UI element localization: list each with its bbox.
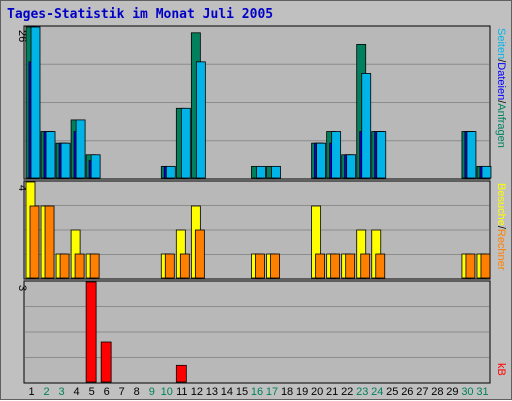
bar-rechner-day-17 [270,253,280,279]
bar-rechner-day-2 [44,205,55,279]
x-tick-label-20: 20 [311,386,323,398]
bar-seiten-day-12 [195,61,206,179]
legend-top-anfragen: Anfragen [495,103,507,148]
bar-rechner-day-23 [360,253,371,279]
bar-rechner-day-12 [194,229,205,279]
bar-seiten-day-5 [90,154,101,179]
bar-seiten-day-24 [376,131,387,179]
legend-top-separator-2: / [495,100,507,104]
legend-bottom: kB [495,363,507,376]
legend-middle-besuche: Besuche [495,183,507,226]
bar-seiten-day-30 [466,131,477,179]
x-tick-label-30: 30 [461,386,473,398]
bar-rechner-day-5 [89,253,100,279]
bar-kb-day-6 [100,341,112,383]
x-tick-label-29: 29 [446,386,458,398]
x-tick-label-7: 7 [119,386,125,398]
bar-seiten-day-21 [331,131,342,179]
x-tick-label-25: 25 [386,386,398,398]
x-tick-label-8: 8 [134,386,140,398]
x-tick-label-13: 13 [206,386,218,398]
bar-seiten-day-16 [256,165,266,179]
y-max-label-bottom: 3 [16,285,28,291]
bar-seiten-day-17 [271,165,281,179]
bar-rechner-day-20 [315,253,326,279]
x-tick-label-1: 1 [28,386,34,398]
legend-top-seiten: Seiten [495,28,507,59]
bar-rechner-day-21 [330,253,341,279]
legend-middle-rechner: Rechner [495,229,507,271]
bar-rechner-day-16 [255,253,265,279]
y-max-label-top: 26 [16,30,28,42]
chart-title: Tages-Statistik im Monat Juli 2005 [7,7,274,22]
bar-seiten-day-22 [346,154,357,179]
bar-seiten-day-31 [481,165,492,179]
x-tick-label-28: 28 [431,386,443,398]
x-tick-label-18: 18 [281,386,293,398]
bar-seiten-day-3 [60,142,71,179]
x-tick-label-4: 4 [74,386,80,398]
x-tick-label-26: 26 [401,386,413,398]
x-tick-label-11: 11 [176,386,187,398]
x-tick-label-9: 9 [149,386,155,398]
x-tick-label-22: 22 [341,386,353,398]
x-tick-label-23: 23 [356,386,368,398]
bar-kb-day-11 [175,364,187,383]
x-tick-label-2: 2 [43,386,49,398]
bar-rechner-day-10 [164,253,175,279]
bar-seiten-day-11 [180,107,191,179]
x-tick-label-19: 19 [296,386,308,398]
bar-rechner-day-4 [74,253,85,279]
x-tick-label-27: 27 [416,386,428,398]
bar-rechner-day-30 [465,253,476,279]
legend-top-dateien: Dateien [495,62,507,100]
legend-bottom-kb: kB [495,363,507,376]
bar-rechner-day-1 [29,205,40,279]
bar-seiten-day-10 [165,165,176,179]
bar-seiten-day-4 [75,119,86,179]
x-tick-label-5: 5 [89,386,95,398]
legend-top-separator-1: / [495,59,507,63]
x-tick-label-24: 24 [371,386,383,398]
bar-seiten-day-1 [30,26,41,179]
bar-rechner-day-11 [179,253,190,279]
bar-seiten-day-2 [45,131,56,179]
x-tick-label-17: 17 [266,386,278,398]
legend-middle: Besuche/Rechner [495,183,507,271]
x-tick-label-12: 12 [191,386,203,398]
bar-seiten-day-20 [316,142,327,179]
bar-rechner-day-3 [59,253,70,279]
bar-rechner-day-24 [375,253,386,279]
bar-seiten-day-23 [361,73,372,179]
x-tick-label-21: 21 [326,386,338,398]
legend-top: Seiten/Dateien/Anfragen [495,28,507,148]
x-tick-label-16: 16 [251,386,263,398]
y-max-label-middle: 4 [16,185,28,191]
x-tick-label-10: 10 [161,386,173,398]
x-tick-label-31: 31 [476,386,488,398]
bar-rechner-day-22 [345,253,356,279]
x-tick-label-3: 3 [59,386,65,398]
bar-kb-day-5 [85,281,97,383]
x-tick-label-14: 14 [221,386,233,398]
x-tick-label-6: 6 [104,386,110,398]
bar-rechner-day-31 [480,253,491,279]
x-tick-label-15: 15 [236,386,248,398]
legend-middle-separator-1: / [495,226,507,230]
